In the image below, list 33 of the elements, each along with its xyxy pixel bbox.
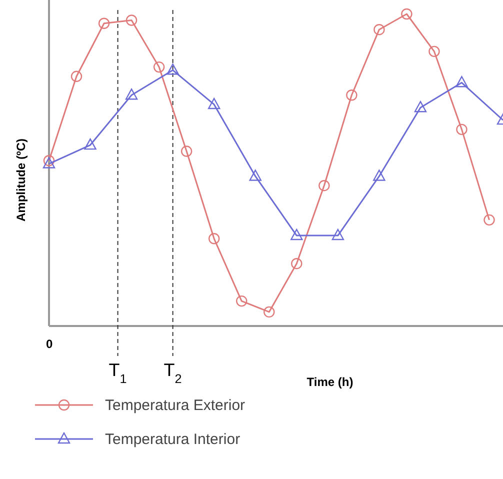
- point: [428, 46, 440, 58]
- x-tick-label: T$_{1}$: [108, 360, 127, 386]
- y-axis-title: Amplitude (ºC): [14, 138, 28, 222]
- point: [264, 306, 275, 318]
- point: [208, 98, 220, 110]
- point: [180, 146, 192, 157]
- point: [456, 124, 468, 136]
- point: [84, 138, 96, 150]
- point: [249, 170, 262, 181]
- point: [153, 61, 165, 73]
- point: [290, 228, 303, 240]
- point: [125, 88, 138, 100]
- point: [332, 228, 344, 240]
- point: [126, 14, 138, 26]
- point: [318, 180, 330, 192]
- legend-label: Temperatura Exterior: [105, 397, 246, 414]
- point: [236, 295, 248, 307]
- legend-label: Temperatura Interior: [105, 431, 240, 448]
- point: [70, 70, 82, 82]
- text: 0: [46, 337, 53, 351]
- point: [346, 90, 358, 101]
- x-tick-label: T$_{2}$: [164, 360, 182, 386]
- point: [374, 24, 385, 36]
- point: [484, 214, 495, 226]
- point: [208, 233, 220, 244]
- point: [291, 258, 302, 270]
- point: [98, 18, 110, 29]
- point: [373, 170, 386, 181]
- point: [401, 8, 412, 20]
- x-axis-title: Time (h): [306, 375, 354, 389]
- point: [414, 101, 427, 112]
- point: [166, 64, 179, 75]
- point: [456, 76, 468, 88]
